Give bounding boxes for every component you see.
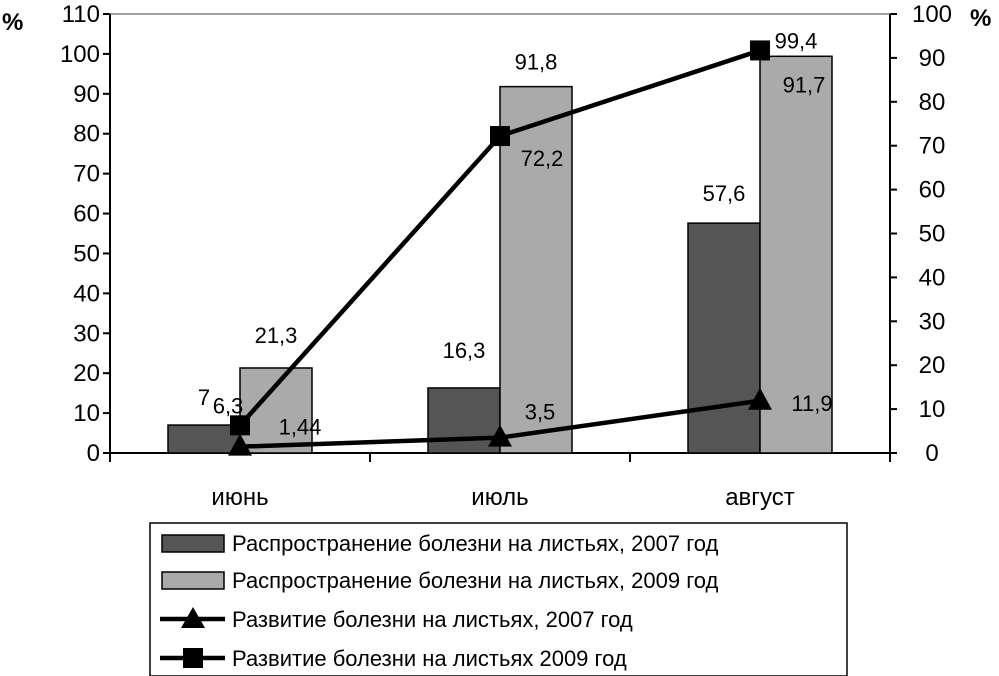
y-left-tick-label: 50 (73, 240, 100, 267)
legend-square-marker (183, 648, 203, 668)
x-category-label: август (725, 484, 795, 511)
legend-label: Распространение болезни на листьях, 2009… (232, 568, 719, 593)
square-marker (750, 40, 770, 61)
y-left-tick-label: 30 (73, 320, 100, 347)
line-data-label: 3,5 (525, 400, 556, 425)
y-right-tick-label: 70 (919, 133, 946, 160)
legend-label: Развитие болезни на листьях, 2007 год (232, 607, 633, 632)
bar-data-label: 57,6 (703, 181, 746, 206)
triangle-marker (488, 424, 512, 447)
y-left-unit: % (2, 9, 23, 36)
line-data-label: 1,44 (279, 415, 322, 440)
legend-box (149, 522, 848, 676)
y-left-tick-label: 60 (73, 201, 100, 228)
y-left-tick-label: 90 (73, 81, 100, 108)
y-right-tick-label: 30 (919, 308, 946, 335)
y-left-tick-label: 80 (73, 121, 100, 148)
y-left-tick-label: 70 (73, 161, 100, 188)
y-right-tick-label: 60 (919, 177, 946, 204)
bar-data-label: 21,3 (255, 323, 298, 348)
y-left-tick-label: 20 (73, 360, 100, 387)
square-marker (230, 415, 250, 436)
y-left-tick-label: 100 (60, 41, 100, 68)
triangle-marker (748, 387, 772, 410)
y-right-tick-label: 80 (919, 89, 946, 116)
y-right-tick-label: 100 (912, 1, 952, 28)
bar (167, 424, 241, 454)
lines (228, 40, 772, 456)
line-data-label: 91,7 (783, 72, 826, 97)
triangle-marker (228, 433, 252, 456)
y-left-tick-label: 10 (73, 400, 100, 427)
bar-data-label: 99,4 (775, 28, 818, 53)
bar (759, 55, 833, 454)
y-right-tick-label: 20 (919, 352, 946, 379)
y-right-tick-label: 10 (919, 396, 946, 423)
bar-data-label: 7 (198, 385, 210, 410)
legend-label: Распространение болезни на листьях, 2007… (232, 531, 719, 556)
square-marker (490, 126, 510, 147)
legend-triangle-marker (181, 607, 205, 628)
y-right-tick-label: 90 (919, 45, 946, 72)
y-left-tick-label: 40 (73, 280, 100, 307)
y-left-tick-label: 0 (87, 440, 100, 467)
bar (427, 387, 501, 454)
bar-data-label: 16,3 (443, 338, 486, 363)
legend-swatch (161, 571, 225, 590)
legend-label: Развитие болезни на листьях 2009 год (232, 646, 627, 671)
y-right-tick-label: 40 (919, 264, 946, 291)
bar (687, 222, 761, 454)
data-labels: 7 16,3 57,6 21,3 91,8 99,4 1,44 3,5 11,9 6,3 72,2 9… (198, 28, 833, 439)
line-data-label: 72,2 (521, 146, 564, 171)
axes: 0 10 20 30 40 50 60 70 80 90 100 110 0 10 20 30 40 50 60 70… (2, 1, 991, 511)
bar-data-label: 91,8 (515, 50, 558, 75)
x-category-label: июнь (211, 484, 268, 511)
bar (499, 85, 573, 454)
y-right-unit: % (970, 5, 991, 32)
line-data-label: 11,9 (791, 391, 832, 416)
line-data-label: 6,3 (213, 393, 244, 418)
legend: Распространение болезни на листьях, 2007… (149, 522, 848, 676)
x-category-label: июль (471, 484, 528, 511)
y-right-tick-label: 0 (925, 440, 938, 467)
y-right-tick-label: 50 (919, 221, 946, 248)
y-left-tick-label: 110 (62, 1, 100, 28)
legend-swatch (161, 534, 225, 553)
